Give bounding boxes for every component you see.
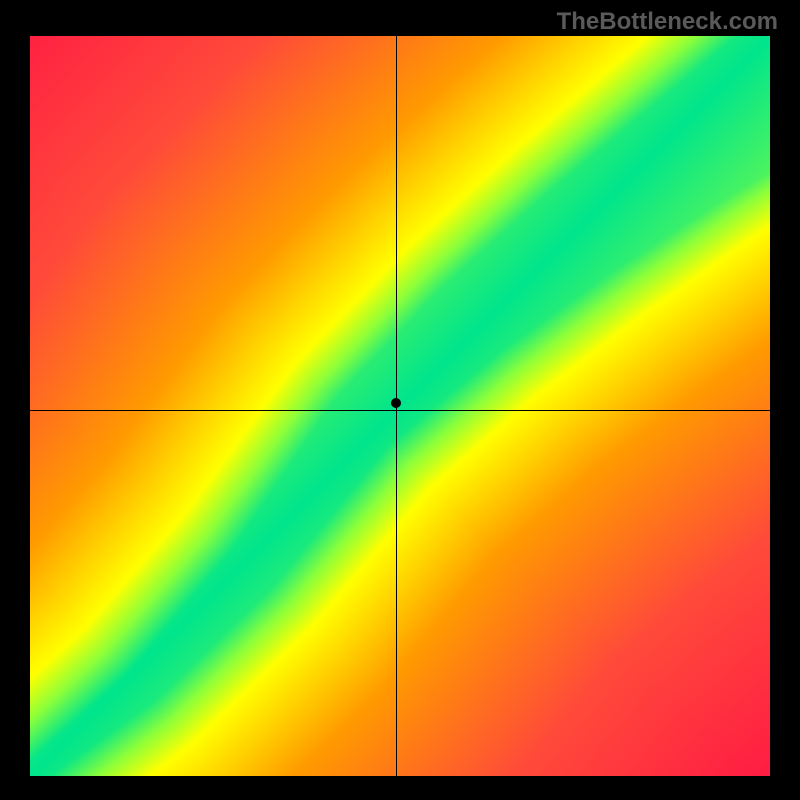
watermark-text: TheBottleneck.com [557, 8, 778, 36]
data-point-marker [391, 398, 401, 408]
chart-container: TheBottleneck.com [0, 0, 800, 800]
crosshair-horizontal [30, 410, 770, 411]
plot-area [30, 36, 770, 776]
